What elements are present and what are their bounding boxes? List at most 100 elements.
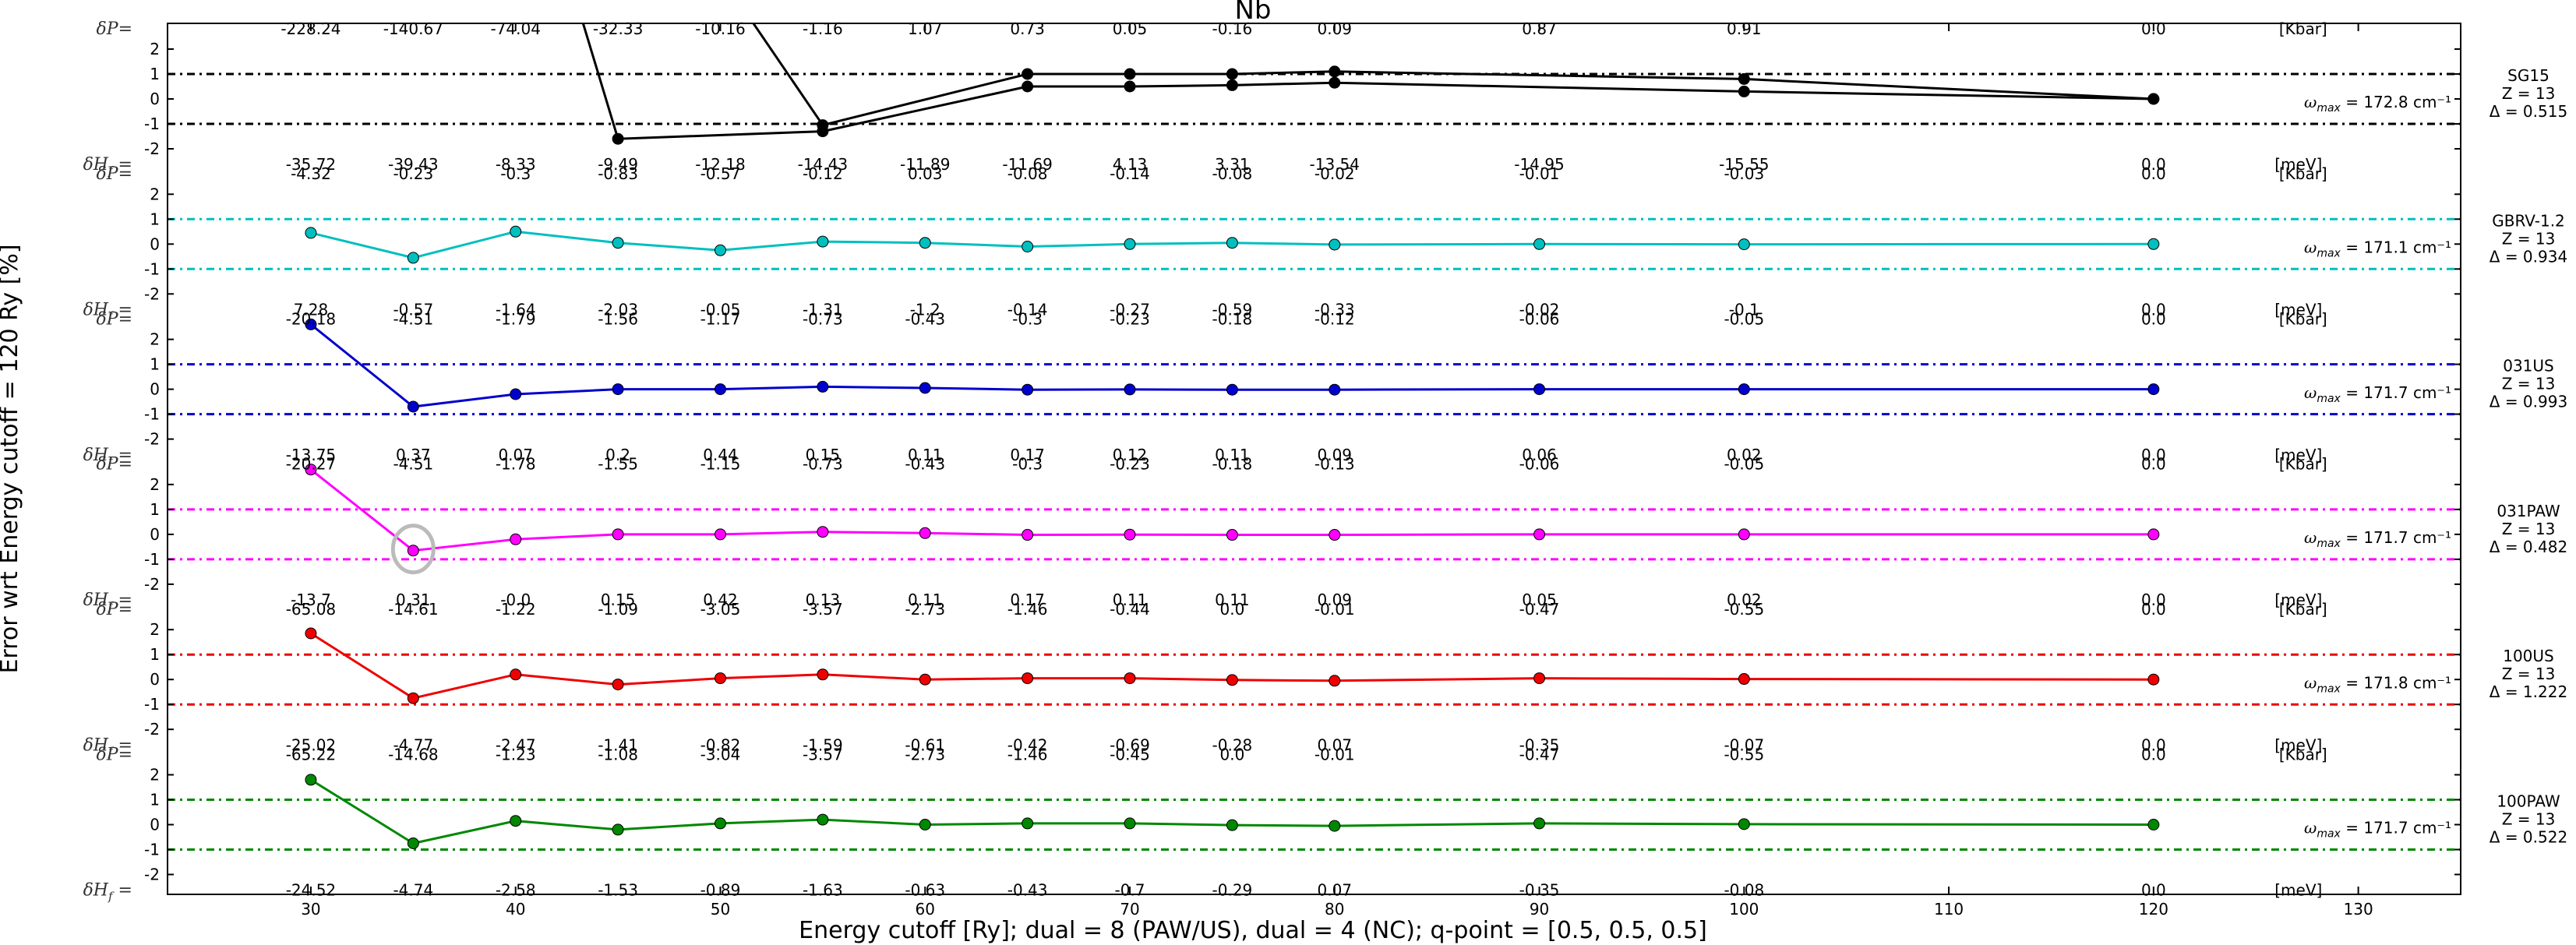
- dp-unit: [Kbar]: [2279, 164, 2327, 183]
- dh-value: 0.02: [1727, 446, 1762, 464]
- dp-value: -0.14: [1110, 164, 1150, 183]
- dh-label: δHf =: [83, 446, 132, 468]
- dp-value: -0.43: [905, 455, 945, 474]
- dh-value: -0.27: [1110, 301, 1150, 319]
- y-tick-label: -2: [144, 866, 160, 884]
- dp-value: -1.15: [700, 455, 741, 474]
- dh-value: -4.77: [393, 735, 433, 754]
- data-point: [407, 545, 419, 557]
- data-point: [714, 244, 726, 256]
- dp-value: -32.33: [593, 19, 643, 38]
- y-tick-label: -1: [144, 841, 160, 859]
- panel-gbrv-1.2: [168, 217, 2461, 270]
- data-point: [1226, 68, 1238, 80]
- data-point: [1329, 238, 1341, 251]
- data-point: [1022, 68, 1034, 80]
- dp-value: -0.55: [1724, 600, 1764, 619]
- series-line-100paw-0: [310, 778, 2154, 845]
- dp-value: -1.79: [496, 309, 536, 328]
- x-tick-label: 60: [916, 900, 935, 919]
- data-point: [510, 533, 522, 545]
- data-point: [2147, 93, 2160, 105]
- data-point: [612, 132, 624, 145]
- data-point: [1533, 383, 1546, 396]
- dp-value: 0.0: [2141, 309, 2166, 328]
- dh-value: -0.59: [1212, 301, 1253, 319]
- dh-value: -39.43: [388, 155, 438, 174]
- data-point: [407, 252, 419, 264]
- dp-value: -0.18: [1212, 309, 1253, 328]
- data-point: [817, 119, 829, 132]
- y-tick-label: 1: [150, 791, 160, 809]
- dp-value: -0.12: [803, 164, 843, 183]
- dh-unit: [meV]: [2274, 735, 2322, 754]
- dh-value: -25.02: [286, 735, 336, 754]
- dh-value: -0.14: [1007, 301, 1048, 319]
- dh-value: 7.28: [294, 301, 329, 319]
- dh-value: -0.1: [1729, 301, 1759, 319]
- dp-value: -1.17: [700, 309, 741, 328]
- dh-value: -0.29: [1212, 881, 1253, 900]
- dp-value: -0.01: [1519, 164, 1560, 183]
- data-point: [1738, 72, 1750, 85]
- dp-value: -0.23: [393, 164, 433, 183]
- legend-z: Z = 13: [2502, 665, 2556, 683]
- dh-value: -0.61: [905, 735, 945, 754]
- data-point: [1226, 237, 1238, 249]
- dh-value: -14.43: [798, 155, 848, 174]
- data-point: [1738, 528, 1750, 541]
- data-point: [919, 527, 931, 539]
- data-point: [919, 819, 931, 830]
- dp-value: -0.83: [598, 164, 638, 183]
- y-tick-label: 1: [150, 355, 160, 374]
- legend-name: 031US: [2503, 357, 2554, 376]
- legend-delta: Δ = 0.522: [2490, 828, 2567, 847]
- data-point: [1738, 673, 1750, 686]
- dh-value: 0.09: [1318, 446, 1353, 464]
- dp-value: 0.0: [1219, 745, 1244, 763]
- data-point: [817, 526, 829, 538]
- dp-value: -20.27: [286, 455, 336, 474]
- data-point: [1022, 529, 1034, 541]
- dp-value: 0.03: [908, 164, 943, 183]
- dp-unit: [Kbar]: [2279, 19, 2327, 38]
- panel-sg15: [168, 23, 2461, 145]
- omega-annotation: ωmax = 171.7 cm⁻¹: [2304, 819, 2451, 841]
- data-point: [1124, 68, 1136, 80]
- y-tick-label: -2: [144, 575, 160, 594]
- dh-value: -0.35: [1519, 735, 1560, 754]
- dp-value: -4.51: [393, 455, 433, 474]
- y-tick-label: 1: [150, 645, 160, 664]
- dh-value: -2.03: [598, 301, 638, 319]
- dp-value: -0.23: [1110, 309, 1150, 328]
- dh-value: 0.2: [605, 446, 630, 464]
- panel-031us: [168, 318, 2461, 416]
- data-point: [1329, 529, 1341, 541]
- dh-unit: [meV]: [2274, 591, 2322, 609]
- dh-unit: [meV]: [2274, 155, 2322, 174]
- legend-name: SG15: [2507, 66, 2550, 85]
- dh-value: 0.37: [396, 446, 431, 464]
- dh-value: 0.17: [1010, 446, 1045, 464]
- dh-unit: [meV]: [2274, 446, 2322, 464]
- data-point: [1738, 818, 1750, 830]
- data-point: [1124, 817, 1136, 830]
- data-point: [510, 225, 522, 238]
- dp-value: -1.08: [598, 745, 638, 763]
- dp-value: -0.3: [500, 164, 531, 183]
- dp-value: -1.46: [1007, 745, 1048, 763]
- dh-value: 0.02: [1727, 591, 1762, 609]
- legend-z: Z = 13: [2502, 84, 2556, 103]
- legend-name: 100US: [2503, 647, 2554, 665]
- y-tick-label: -2: [144, 139, 160, 158]
- data-point: [1124, 528, 1136, 541]
- dp-value: -4.32: [291, 164, 331, 183]
- y-tick-label: 1: [150, 210, 160, 228]
- dh-value: -1.64: [496, 301, 536, 319]
- dh-label: δHf =: [83, 881, 132, 904]
- dh-value: -1.31: [803, 301, 843, 319]
- dp-value: -0.01: [1314, 600, 1355, 619]
- dp-value: -0.43: [905, 309, 945, 328]
- dh-label: δHf =: [83, 155, 132, 178]
